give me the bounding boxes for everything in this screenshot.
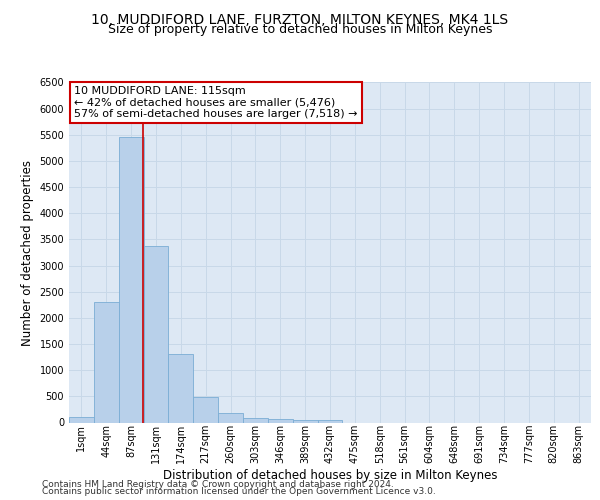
Text: 10, MUDDIFORD LANE, FURZTON, MILTON KEYNES, MK4 1LS: 10, MUDDIFORD LANE, FURZTON, MILTON KEYN… bbox=[91, 12, 509, 26]
Y-axis label: Number of detached properties: Number of detached properties bbox=[21, 160, 34, 346]
Text: Contains public sector information licensed under the Open Government Licence v3: Contains public sector information licen… bbox=[42, 488, 436, 496]
X-axis label: Distribution of detached houses by size in Milton Keynes: Distribution of detached houses by size … bbox=[163, 469, 497, 482]
Bar bbox=[193, 398, 218, 422]
Text: 10 MUDDIFORD LANE: 115sqm
← 42% of detached houses are smaller (5,476)
57% of se: 10 MUDDIFORD LANE: 115sqm ← 42% of detac… bbox=[74, 86, 358, 119]
Bar bbox=[317, 420, 343, 422]
Text: Size of property relative to detached houses in Milton Keynes: Size of property relative to detached ho… bbox=[108, 24, 492, 36]
Bar bbox=[169, 354, 193, 422]
Text: Contains HM Land Registry data © Crown copyright and database right 2024.: Contains HM Land Registry data © Crown c… bbox=[42, 480, 394, 489]
Bar bbox=[94, 302, 119, 422]
Bar bbox=[293, 420, 317, 422]
Bar bbox=[243, 418, 268, 422]
Bar bbox=[143, 246, 169, 422]
Bar bbox=[268, 420, 293, 422]
Bar bbox=[119, 138, 143, 422]
Bar bbox=[69, 418, 94, 422]
Bar bbox=[218, 412, 243, 422]
